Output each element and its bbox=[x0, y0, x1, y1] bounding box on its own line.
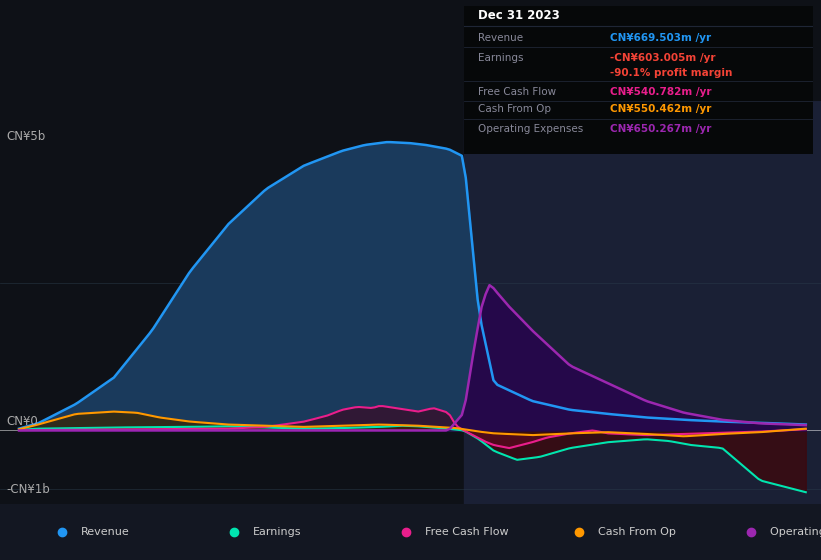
Text: Revenue: Revenue bbox=[478, 33, 523, 43]
Text: Earnings: Earnings bbox=[253, 527, 301, 537]
Text: CN¥669.503m /yr: CN¥669.503m /yr bbox=[610, 33, 712, 43]
Text: Cash From Op: Cash From Op bbox=[598, 527, 676, 537]
Text: CN¥0: CN¥0 bbox=[6, 415, 38, 428]
Bar bbox=[464, 101, 821, 504]
Text: Cash From Op: Cash From Op bbox=[478, 105, 551, 114]
Text: -CN¥603.005m /yr: -CN¥603.005m /yr bbox=[610, 53, 716, 63]
Text: CN¥650.267m /yr: CN¥650.267m /yr bbox=[610, 124, 712, 134]
Text: CN¥550.462m /yr: CN¥550.462m /yr bbox=[610, 105, 712, 114]
Text: CN¥5b: CN¥5b bbox=[6, 129, 45, 143]
Text: Free Cash Flow: Free Cash Flow bbox=[425, 527, 509, 537]
Text: Dec 31 2023: Dec 31 2023 bbox=[478, 10, 560, 22]
Text: Operating Expenses: Operating Expenses bbox=[478, 124, 583, 134]
Text: Earnings: Earnings bbox=[478, 53, 523, 63]
Text: Free Cash Flow: Free Cash Flow bbox=[478, 87, 556, 97]
Text: Operating Expenses: Operating Expenses bbox=[770, 527, 821, 537]
Text: CN¥540.782m /yr: CN¥540.782m /yr bbox=[610, 87, 712, 97]
Text: -90.1% profit margin: -90.1% profit margin bbox=[610, 68, 733, 78]
Text: -CN¥1b: -CN¥1b bbox=[6, 483, 50, 496]
Text: Revenue: Revenue bbox=[80, 527, 129, 537]
